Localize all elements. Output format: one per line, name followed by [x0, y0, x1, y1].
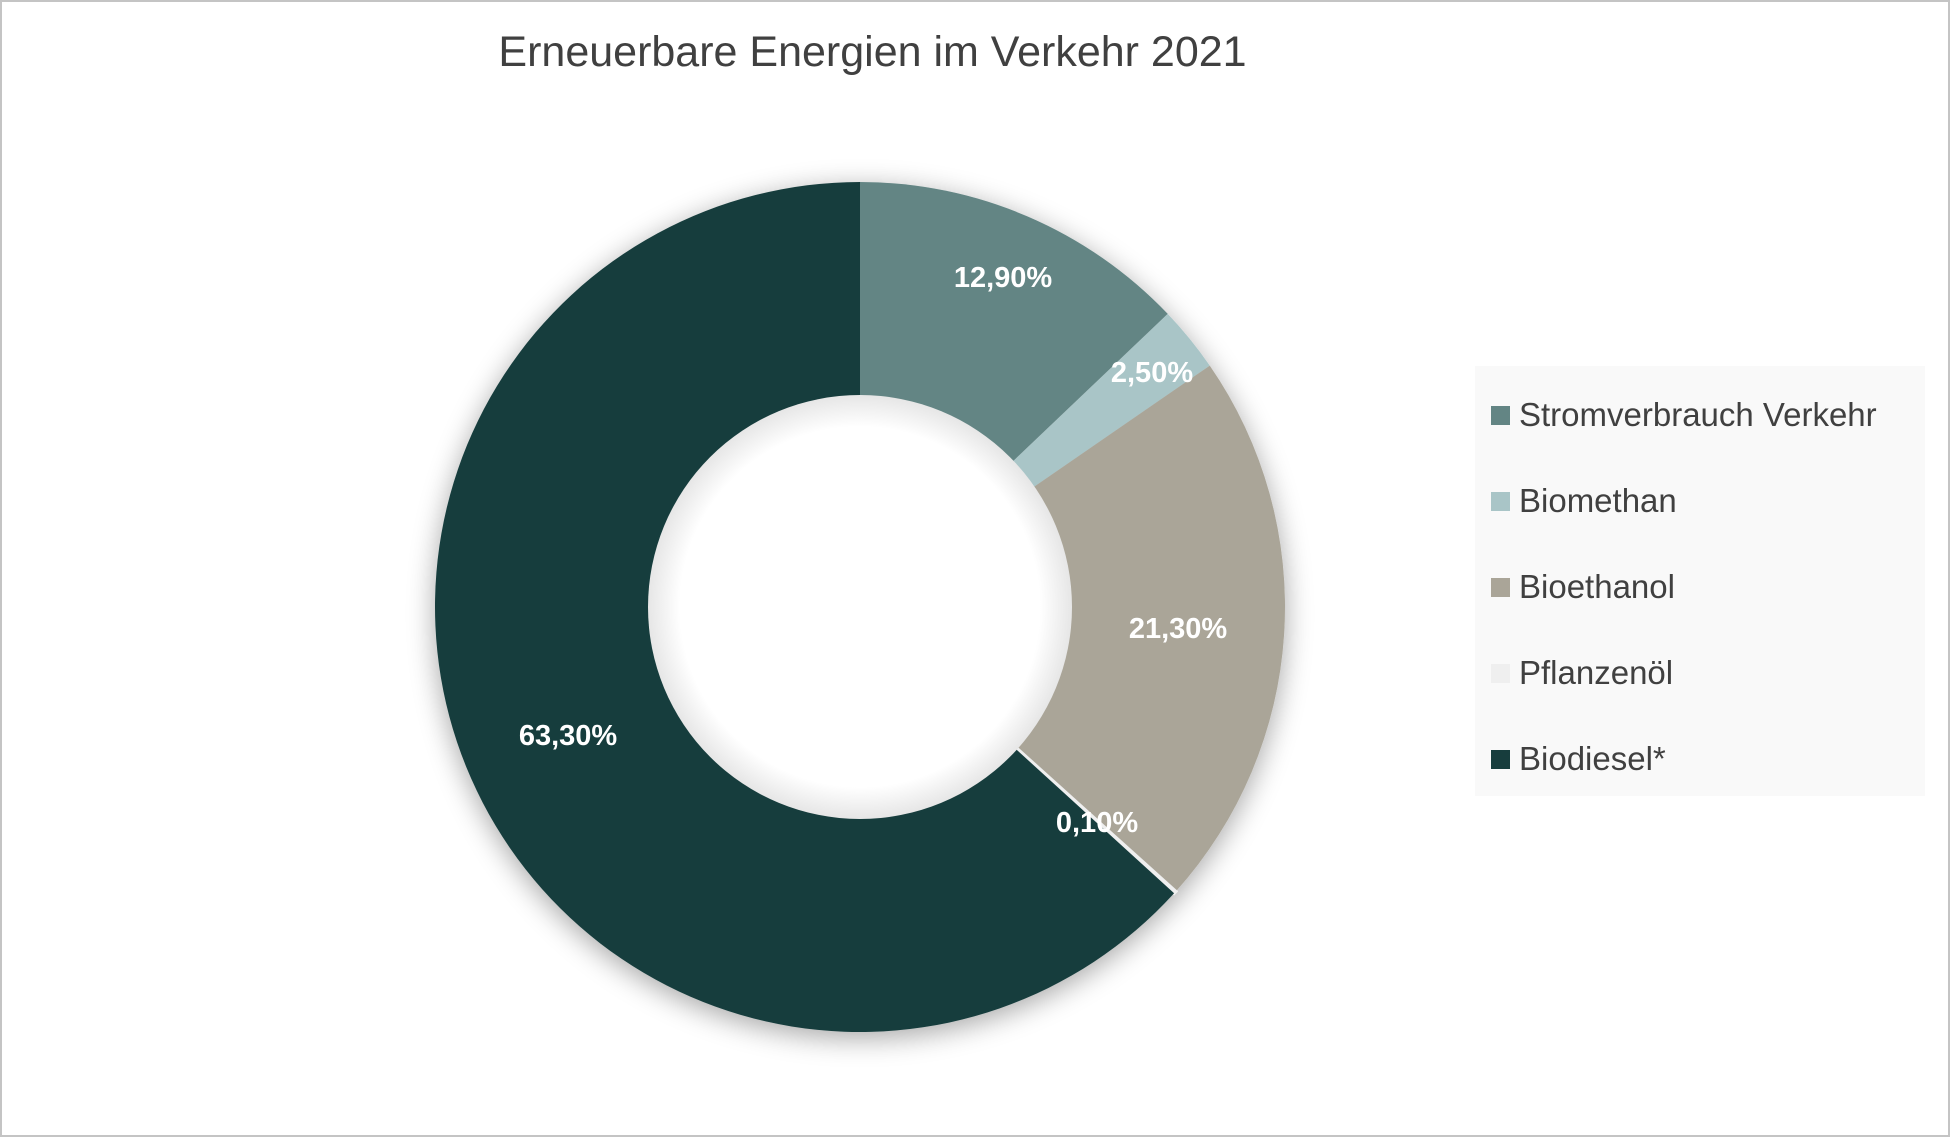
slice-label-biomethan: 2,50%: [1111, 357, 1193, 389]
legend-swatch-biomethan: [1491, 491, 1510, 511]
legend-label: Stromverbrauch Verkehr: [1519, 396, 1877, 433]
legend-swatch-stromverbrauch: [1491, 405, 1510, 425]
legend-swatch-biodiesel: [1491, 749, 1510, 769]
slice-label-biodiesel: 63,30%: [519, 720, 618, 752]
legend-label: Biomethan: [1519, 482, 1677, 519]
legend-label: Biodiesel*: [1519, 740, 1666, 777]
slice-label-bioethanol: 21,30%: [1129, 613, 1228, 645]
legend-item-stromverbrauch: Stromverbrauch Verkehr: [1491, 395, 1877, 435]
chart-legend: Stromverbrauch Verkehr Biomethan Bioetha…: [1475, 366, 1925, 796]
slice-label-stromverbrauch: 12,90%: [954, 262, 1053, 294]
legend-item-pflanzenoel: Pflanzenöl: [1491, 653, 1673, 693]
legend-item-biomethan: Biomethan: [1491, 481, 1677, 521]
legend-item-biodiesel: Biodiesel*: [1491, 739, 1666, 779]
slice-bioethanol: [860, 365, 1285, 892]
chart-title: Erneuerbare Energien im Verkehr 2021: [498, 28, 1247, 76]
legend-item-bioethanol: Bioethanol: [1491, 567, 1675, 607]
donut-hole: [648, 395, 1072, 819]
slice-labels: 12,90% 2,50% 21,30% 0,10% 63,30%: [519, 262, 1228, 839]
legend-label: Bioethanol: [1519, 568, 1675, 605]
legend-swatch-pflanzenoel: [1491, 663, 1510, 683]
slice-label-pflanzenoel: 0,10%: [1056, 807, 1138, 839]
legend-swatch-bioethanol: [1491, 577, 1510, 597]
legend-label: Pflanzenöl: [1519, 654, 1674, 691]
